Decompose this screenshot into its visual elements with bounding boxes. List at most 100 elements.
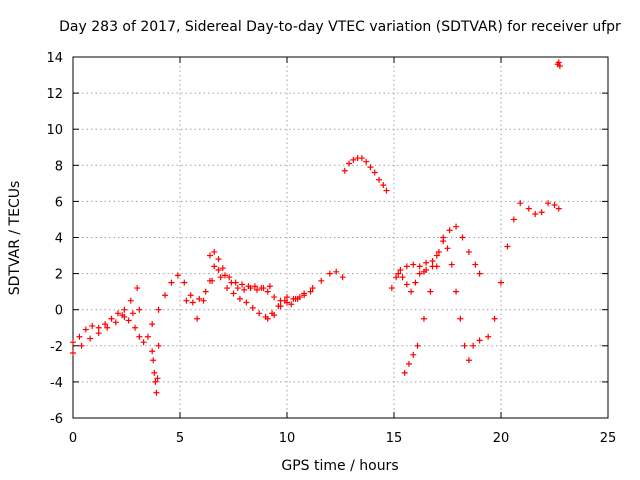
data-point (444, 245, 451, 252)
data-point (202, 288, 209, 295)
y-tick-label: 14 (46, 51, 63, 66)
data-point (125, 317, 132, 324)
data-series (269, 288, 314, 317)
data-point (149, 348, 156, 355)
data-point (70, 339, 76, 346)
x-tick-label: 15 (386, 431, 403, 446)
data-series (264, 268, 346, 322)
data-point (281, 297, 288, 304)
data-point (288, 301, 295, 308)
data-point (403, 263, 410, 270)
data-point (339, 274, 346, 281)
y-tick-label: 0 (55, 304, 63, 319)
data-point (504, 243, 511, 250)
data-series (525, 200, 562, 218)
data-point (127, 297, 134, 304)
data-point (215, 266, 222, 273)
x-tick-label: 10 (279, 431, 296, 446)
data-point (189, 299, 196, 306)
y-tick-label: 2 (55, 268, 63, 283)
data-point (162, 292, 169, 299)
data-point (114, 310, 121, 317)
data-point (181, 279, 188, 286)
data-point (397, 266, 404, 273)
data-point (403, 281, 410, 288)
data-point (376, 176, 383, 183)
data-points (70, 59, 563, 396)
data-point (187, 292, 194, 299)
data-point (545, 200, 552, 207)
data-point (532, 211, 539, 218)
data-point (266, 283, 273, 290)
data-point (236, 295, 243, 302)
x-axis-title: GPS time / hours (281, 458, 398, 474)
data-point (153, 389, 160, 396)
chart-title: Day 283 of 2017, Sidereal Day-to-day VTE… (59, 19, 621, 35)
data-point (264, 315, 271, 322)
data-point (224, 285, 231, 292)
data-point (132, 324, 139, 331)
data-point (194, 315, 201, 322)
data-point (154, 375, 161, 382)
data-point (371, 169, 378, 176)
axis-ticks: 0 5 10 15 20 25 -6 -4 -2 0 2 4 6 8 10 12 14 (46, 51, 616, 446)
data-point (168, 279, 175, 286)
data-series (395, 268, 427, 295)
data-point (393, 274, 400, 281)
data-point (78, 342, 85, 349)
data-point (358, 155, 365, 162)
data-point (174, 272, 181, 279)
y-tick-label: 8 (55, 159, 63, 174)
data-point (446, 227, 453, 234)
data-point (465, 357, 472, 364)
data-point (206, 277, 213, 284)
y-tick-label: 6 (55, 195, 63, 210)
data-point (249, 304, 256, 311)
data-point (200, 297, 207, 304)
data-point (346, 160, 353, 167)
data-point (551, 202, 558, 209)
data-point (405, 360, 412, 367)
data-point (269, 310, 276, 317)
data-point (412, 279, 419, 286)
data-point (87, 335, 94, 342)
data-point (410, 261, 417, 268)
data-point (556, 63, 563, 70)
data-point (70, 350, 76, 357)
data-series (119, 272, 194, 346)
data-point (183, 297, 190, 304)
data-point (367, 164, 374, 171)
data-point (538, 209, 545, 216)
plot-frame (72, 56, 609, 419)
data-point (333, 268, 340, 275)
data-point (517, 200, 524, 207)
data-point (429, 257, 436, 264)
x-tick-label: 5 (176, 431, 184, 446)
data-point (388, 285, 395, 292)
data-point (121, 306, 128, 313)
data-point (498, 279, 504, 286)
data-point (256, 310, 263, 317)
data-point (555, 205, 562, 212)
data-point (254, 286, 261, 293)
y-axis-title: SDTVAR / TECUs (7, 181, 23, 296)
data-point (89, 322, 96, 329)
data-point (401, 369, 408, 376)
data-point (363, 158, 370, 165)
data-point (301, 290, 308, 297)
data-point (427, 288, 434, 295)
data-point (294, 295, 301, 302)
data-point (144, 333, 151, 340)
data-point (264, 288, 271, 295)
data-point (245, 283, 252, 290)
data-point (140, 339, 147, 346)
data-point (241, 286, 248, 293)
x-tick-label: 25 (600, 431, 617, 446)
y-tick-label: 4 (55, 232, 63, 247)
data-point (414, 342, 421, 349)
data-point (119, 312, 126, 319)
data-point (275, 303, 282, 310)
data-series (341, 155, 390, 194)
data-point (112, 319, 119, 326)
data-point (211, 248, 218, 255)
